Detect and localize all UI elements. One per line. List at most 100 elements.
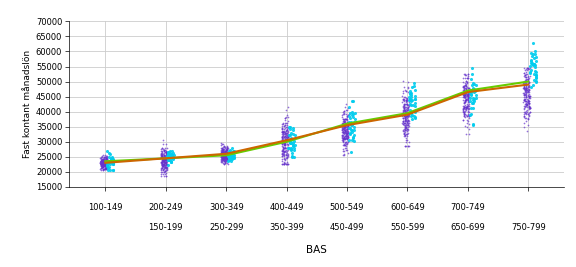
Point bbox=[278, 130, 287, 134]
Point bbox=[520, 81, 529, 85]
Point bbox=[278, 134, 287, 139]
Point bbox=[338, 147, 347, 151]
Point bbox=[166, 152, 175, 156]
Point bbox=[398, 116, 407, 120]
Point bbox=[160, 155, 169, 159]
Point bbox=[461, 87, 470, 91]
Text: 500-549: 500-549 bbox=[329, 203, 364, 213]
Point bbox=[165, 158, 174, 163]
Point bbox=[219, 144, 229, 148]
Point bbox=[229, 154, 238, 159]
Point bbox=[218, 148, 228, 152]
Point bbox=[519, 93, 528, 97]
Point bbox=[401, 96, 411, 100]
Point bbox=[463, 95, 472, 99]
Point bbox=[342, 120, 351, 125]
Point bbox=[339, 131, 348, 135]
Point bbox=[100, 160, 109, 164]
Point bbox=[107, 155, 116, 159]
Point bbox=[400, 125, 410, 130]
Point bbox=[219, 152, 229, 157]
Point bbox=[98, 160, 108, 165]
Point bbox=[98, 153, 108, 158]
Point bbox=[161, 163, 170, 167]
Point bbox=[279, 130, 289, 135]
Point bbox=[524, 117, 533, 121]
Point bbox=[458, 93, 467, 97]
Point bbox=[289, 148, 298, 152]
Point bbox=[339, 119, 348, 124]
Point bbox=[401, 119, 411, 123]
Point bbox=[402, 98, 411, 102]
Point bbox=[340, 126, 349, 130]
Point bbox=[520, 75, 529, 79]
Point bbox=[522, 103, 532, 108]
Point bbox=[98, 158, 108, 162]
Point bbox=[525, 80, 534, 84]
Point bbox=[458, 84, 467, 88]
Point bbox=[524, 87, 533, 91]
Point bbox=[104, 159, 113, 163]
Point bbox=[521, 84, 530, 88]
Point bbox=[102, 159, 111, 164]
Point bbox=[278, 144, 287, 149]
Point bbox=[521, 78, 530, 82]
Point bbox=[282, 121, 291, 125]
Point bbox=[341, 136, 350, 140]
Point bbox=[404, 114, 414, 118]
Text: 300-349: 300-349 bbox=[209, 203, 244, 213]
Point bbox=[520, 116, 529, 120]
Point bbox=[461, 106, 471, 110]
Point bbox=[403, 107, 412, 111]
Point bbox=[282, 125, 291, 129]
Point bbox=[165, 149, 175, 153]
Point bbox=[98, 160, 107, 164]
Point bbox=[530, 63, 540, 67]
Point bbox=[217, 150, 226, 154]
Point bbox=[283, 162, 292, 166]
Point bbox=[221, 148, 230, 153]
Point bbox=[521, 68, 530, 72]
Point bbox=[521, 101, 530, 105]
Point bbox=[340, 135, 349, 139]
Point bbox=[101, 159, 111, 163]
Point bbox=[403, 101, 412, 106]
Point bbox=[98, 161, 107, 165]
Point bbox=[401, 95, 410, 99]
Point bbox=[464, 97, 473, 102]
Point bbox=[221, 150, 230, 154]
Point bbox=[103, 149, 112, 153]
Point bbox=[400, 144, 410, 148]
Point bbox=[460, 112, 469, 116]
Point bbox=[468, 86, 478, 90]
Point bbox=[219, 156, 229, 160]
Point bbox=[225, 155, 234, 160]
Point bbox=[340, 117, 349, 121]
Point bbox=[350, 111, 359, 115]
Point bbox=[219, 156, 228, 161]
Point bbox=[277, 149, 286, 153]
Point bbox=[400, 111, 409, 115]
Point bbox=[342, 131, 351, 135]
Point bbox=[97, 162, 107, 166]
Point bbox=[462, 104, 471, 108]
Point bbox=[338, 132, 347, 137]
Point bbox=[530, 52, 539, 56]
Point bbox=[222, 150, 232, 154]
Point bbox=[400, 117, 410, 122]
Point bbox=[522, 96, 532, 101]
Point bbox=[221, 149, 230, 154]
Point bbox=[403, 118, 412, 122]
Point bbox=[398, 119, 407, 123]
Point bbox=[524, 88, 533, 92]
Point bbox=[403, 123, 412, 127]
Point bbox=[157, 158, 166, 163]
Point bbox=[463, 81, 472, 85]
Point bbox=[521, 116, 530, 120]
Point bbox=[344, 127, 353, 131]
Point bbox=[281, 152, 290, 156]
Point bbox=[401, 128, 411, 132]
Point bbox=[156, 147, 165, 152]
Point bbox=[161, 165, 170, 170]
Point bbox=[279, 160, 289, 165]
